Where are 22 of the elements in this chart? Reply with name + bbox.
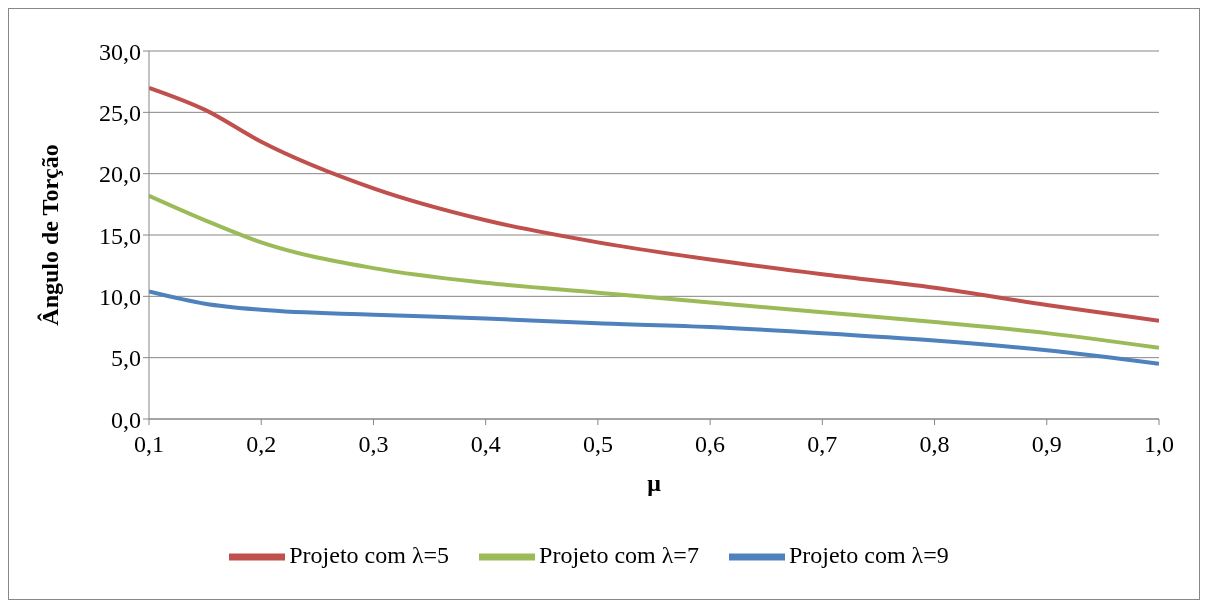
- x-axis-title: μ: [647, 470, 662, 496]
- x-tick-label: 0,7: [807, 431, 838, 458]
- y-tick-label: 20,0: [99, 161, 141, 188]
- x-tick-label: 0,6: [695, 431, 726, 458]
- y-tick-label: 5,0: [111, 345, 141, 372]
- legend-label: Projeto com λ=9: [788, 541, 949, 568]
- legend-label: Projeto com λ=5: [289, 541, 450, 568]
- y-tick-label: 25,0: [99, 99, 141, 126]
- y-axis-title: Ângulo de Torção: [36, 144, 63, 326]
- y-tick-label: 10,0: [99, 283, 141, 310]
- x-tick-label: 0,3: [358, 431, 389, 458]
- y-tick-label: 0,0: [111, 406, 141, 433]
- x-tick-label: 1,0: [1144, 431, 1174, 458]
- x-tick-label: 0,8: [919, 431, 950, 458]
- legend-label: Projeto com λ=7: [539, 541, 699, 568]
- x-tick-label: 0,4: [470, 431, 501, 458]
- x-tick-label: 0,9: [1031, 431, 1062, 458]
- x-tick-label: 0,5: [582, 431, 613, 458]
- y-tick-label: 15,0: [99, 222, 141, 249]
- x-tick-label: 0,2: [246, 431, 277, 458]
- y-tick-label: 30,0: [99, 38, 141, 65]
- x-tick-label: 0,1: [134, 431, 164, 458]
